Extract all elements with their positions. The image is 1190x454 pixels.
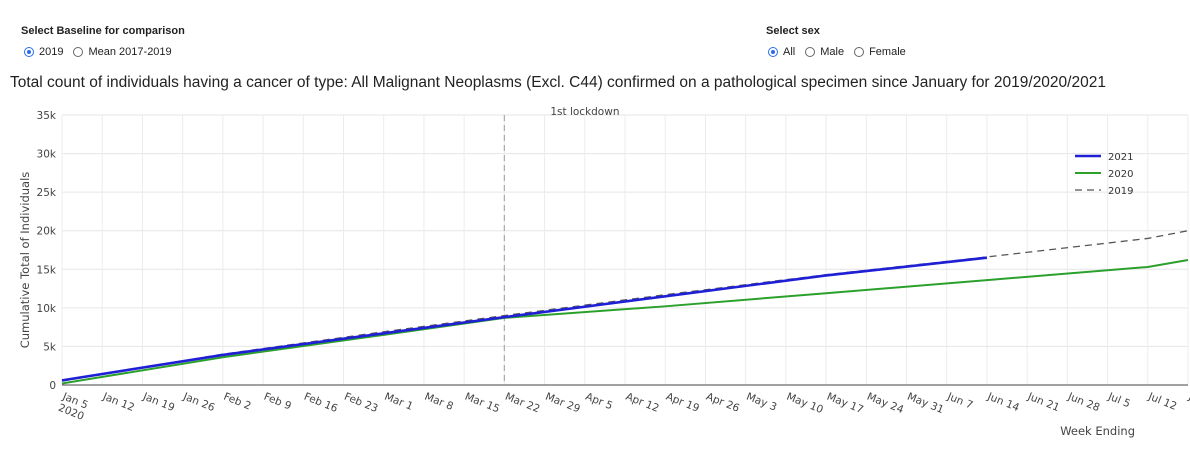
x-tick-label: Jun 21 xyxy=(1025,390,1061,414)
y-tick-label: 20k xyxy=(37,226,57,238)
x-tick-label: May 10 xyxy=(785,391,825,417)
x-tick-label: Feb 2 xyxy=(222,391,253,413)
x-tick-label-line: May 10 xyxy=(785,391,825,417)
x-tick-label-line: Mar 15 xyxy=(463,391,501,416)
sex-option-female[interactable]: Female xyxy=(854,46,906,58)
series-line-2021 xyxy=(61,256,988,382)
x-tick-label: May 3 xyxy=(745,391,779,414)
x-tick-label-line: May 31 xyxy=(905,391,945,417)
x-tick-label-line: Apr 19 xyxy=(664,391,701,415)
baseline-option-label: 2019 xyxy=(39,46,64,58)
x-tick-label-line: Feb 2 xyxy=(222,391,253,413)
x-tick-label-line: Jul xyxy=(1186,390,1190,406)
radio-checked-icon[interactable] xyxy=(24,47,34,57)
chart-title: Total count of individuals having a canc… xyxy=(10,74,1106,91)
x-tick-label-line: Mar 29 xyxy=(543,391,581,416)
x-tick-label: Mar 29 xyxy=(543,391,581,416)
x-tick-label: Feb 9 xyxy=(262,391,293,413)
x-tick-label-line: Jun 14 xyxy=(985,390,1021,414)
legend-label-2021: 2021 xyxy=(1108,152,1133,163)
x-tick-label-line: Jul 12 xyxy=(1146,390,1179,413)
lockdown-annotation: 1st lockdown xyxy=(550,106,619,118)
x-tick-label: Apr 12 xyxy=(624,391,661,415)
x-tick-label: Jan 26 xyxy=(181,390,217,414)
x-tick-label: May 24 xyxy=(865,391,905,417)
x-axis-title: Week Ending xyxy=(1060,424,1135,438)
x-tick-label: Feb 16 xyxy=(302,391,340,415)
x-tick-label-line: Jun 7 xyxy=(945,390,975,411)
y-tick-label: 35k xyxy=(37,110,57,122)
x-tick-label: Feb 23 xyxy=(342,391,379,415)
x-tick-label-line: Apr 12 xyxy=(624,391,661,415)
x-tick-label: Jan 19 xyxy=(140,390,176,414)
sex-option-label: All xyxy=(783,46,796,58)
baseline-control-title: Select Baseline for comparison xyxy=(21,25,185,37)
x-tick-label-line: May 3 xyxy=(745,391,779,414)
x-tick-label: Jan 52020 xyxy=(55,390,90,423)
x-tick-label-line: Jul 5 xyxy=(1106,390,1132,410)
x-tick-label: May 31 xyxy=(905,391,945,417)
y-tick-label: 0 xyxy=(49,380,56,392)
x-tick-label-line: Feb 9 xyxy=(262,391,293,413)
x-tick-label-line: Feb 23 xyxy=(342,391,379,415)
x-tick-label-line: May 17 xyxy=(825,391,865,417)
baseline-option-label: Mean 2017-2019 xyxy=(88,46,172,58)
y-tick-label: 10k xyxy=(37,303,57,315)
y-tick-label: 30k xyxy=(37,149,57,161)
baseline-option-2019[interactable]: 2019 xyxy=(24,46,63,58)
x-tick-label: Jun 7 xyxy=(945,390,975,411)
x-tick-label: Apr 26 xyxy=(704,391,741,415)
sex-option-label: Female xyxy=(869,46,906,58)
sex-option-all[interactable]: All xyxy=(768,46,795,58)
x-tick-label: May 17 xyxy=(825,391,865,417)
legend-label-2019: 2019 xyxy=(1108,186,1133,197)
x-tick-label: Mar 1 xyxy=(383,391,415,413)
x-tick-label-line: Feb 16 xyxy=(302,391,340,415)
legend-label-2020: 2020 xyxy=(1108,169,1133,180)
x-tick-label: Apr 5 xyxy=(584,391,615,413)
y-tick-label: 5k xyxy=(43,341,57,353)
y-axis-title: Cumulative Total of Individuals xyxy=(18,172,32,349)
x-tick-label: Mar 8 xyxy=(423,391,455,413)
y-tick-label: 15k xyxy=(37,264,57,276)
x-tick-label-line: May 24 xyxy=(865,391,905,417)
sex-control-title: Select sex xyxy=(766,25,820,37)
x-tick-label: Mar 22 xyxy=(503,391,541,416)
x-tick-label-line: Jun 28 xyxy=(1065,390,1101,414)
x-tick-label-line: Apr 26 xyxy=(704,391,741,415)
x-tick-label-line: Jan 19 xyxy=(140,390,176,414)
baseline-radio-group: 2019 Mean 2017-2019 xyxy=(24,46,182,58)
sex-radio-group: All Male Female xyxy=(768,46,916,58)
y-tick-label: 25k xyxy=(37,187,57,199)
x-tick-label: Jun 14 xyxy=(985,390,1021,414)
x-tick-label: Jul xyxy=(1186,390,1190,406)
x-tick-label-line: Jan 12 xyxy=(100,390,136,414)
x-tick-label-line: Mar 8 xyxy=(423,391,455,413)
x-tick-label-line: Mar 1 xyxy=(383,391,415,413)
x-tick-label-line: Mar 22 xyxy=(503,391,541,416)
x-tick-label: Jan 12 xyxy=(100,390,136,414)
x-tick-label: Mar 15 xyxy=(463,391,501,416)
sex-option-male[interactable]: Male xyxy=(805,46,844,58)
radio-unchecked-icon[interactable] xyxy=(73,47,84,57)
radio-checked-icon[interactable] xyxy=(768,47,778,57)
x-tick-label: Jun 28 xyxy=(1065,390,1101,414)
x-tick-label: Apr 19 xyxy=(664,391,701,415)
baseline-option-mean[interactable]: Mean 2017-2019 xyxy=(73,46,172,58)
x-tick-label-line: Jun 21 xyxy=(1025,390,1061,414)
x-tick-label: Jul 12 xyxy=(1146,390,1179,413)
x-tick-label: Jul 5 xyxy=(1106,390,1132,410)
radio-unchecked-icon[interactable] xyxy=(854,47,865,57)
series-line-2020 xyxy=(61,259,1189,385)
x-tick-label-line: Jan 26 xyxy=(181,390,217,414)
sex-option-label: Male xyxy=(820,46,845,58)
x-tick-label-line: Apr 5 xyxy=(584,391,615,413)
radio-unchecked-icon[interactable] xyxy=(805,47,816,57)
